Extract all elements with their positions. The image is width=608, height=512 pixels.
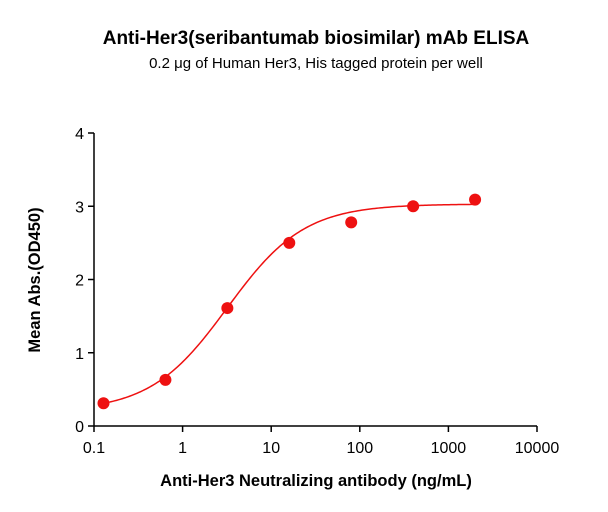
x-tick-label: 0.1 [83,440,105,457]
y-tick-label: 2 [75,273,84,290]
x-tick-label: 10 [262,440,280,457]
data-point [221,302,234,315]
y-axis-label: Mean Abs.(OD450) [26,207,44,352]
y-tick-label: 4 [75,126,84,143]
x-tick-label: 100 [346,440,373,457]
x-axis-label: Anti-Her3 Neutralizing antibody (ng/mL) [160,472,472,490]
chart-subtitle: 0.2 μg of Human Her3, His tagged protein… [149,55,483,72]
data-point [159,373,172,386]
y-tick-label: 3 [75,199,84,216]
data-point [97,397,110,410]
fit-curve [103,203,476,405]
chart-title: Anti-Her3(seribantumab biosimilar) mAb E… [103,28,530,49]
y-tick-label: 0 [75,419,84,436]
y-tick-label: 1 [75,346,84,363]
data-points [97,193,482,410]
data-point [407,200,420,213]
axes: 0.1 1 10 100 1000 10000 0 1 2 3 4 [75,126,559,457]
x-tick-label: 1 [178,440,187,457]
x-tick-label: 10000 [515,440,560,457]
data-point [469,193,482,206]
x-tick-label: 1000 [431,440,467,457]
data-point [345,216,358,229]
data-point [283,236,296,249]
